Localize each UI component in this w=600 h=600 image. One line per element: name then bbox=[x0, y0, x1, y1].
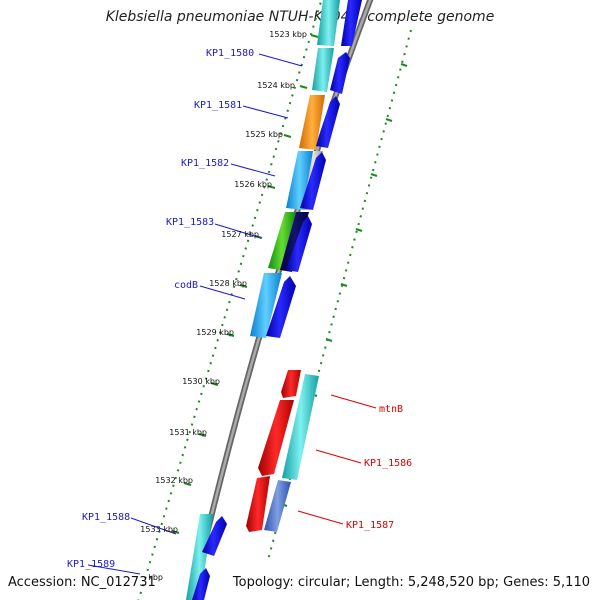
gene-ring-cyan-1 bbox=[317, 0, 340, 46]
gene-label: KP1_1582 bbox=[181, 158, 229, 169]
tick-label: kbp bbox=[148, 573, 163, 582]
gene-label: KP1_1587 bbox=[346, 520, 394, 531]
gene-label: codB bbox=[174, 280, 198, 291]
gene-blue-arrow-7 bbox=[202, 516, 227, 556]
gene-ring-lightblue-1 bbox=[286, 151, 313, 210]
tick-labels: 1523 kbp 1524 kbp 1525 kbp 1526 kbp 1527… bbox=[140, 30, 307, 582]
gene-blue-arrow-5 bbox=[286, 216, 312, 272]
gene-blue-arrow-3 bbox=[316, 96, 340, 148]
tick-label: 1526 kbp bbox=[234, 180, 272, 189]
tick-label: 1529 kbp bbox=[196, 328, 234, 337]
gene-label: KP1_1588 bbox=[82, 512, 130, 523]
gene-blue-arrow-1 bbox=[341, 0, 362, 46]
gene-red-arrow-3 bbox=[246, 476, 270, 532]
tick-label: 1524 kbp bbox=[257, 81, 295, 90]
topology-text: Topology: circular; Length: 5,248,520 bp… bbox=[232, 575, 590, 590]
gene-red-arrow-2 bbox=[258, 400, 294, 476]
forward-label-leaders bbox=[87, 53, 303, 575]
tick-label: 1523 kbp bbox=[269, 30, 307, 39]
tick-label: 1533 kbp bbox=[140, 525, 178, 534]
gene-red-arrow-1 bbox=[281, 370, 301, 398]
gene-blue-arrow-4 bbox=[300, 152, 326, 210]
gene-ring-cyan-4 bbox=[186, 514, 213, 600]
gene-ring-cyan-2 bbox=[312, 48, 334, 92]
gene-ring-green bbox=[268, 212, 296, 270]
gene-blue-arrow-6 bbox=[266, 276, 296, 338]
tick-label: 1530 kbp bbox=[182, 377, 220, 386]
gene-steel-rev bbox=[264, 480, 291, 532]
gene-ring-cyan-3 bbox=[250, 273, 282, 338]
gene-label: KP1_1589 bbox=[67, 559, 115, 570]
tick-label: 1532 kbp bbox=[155, 476, 193, 485]
forward-gene-labels: KP1_1580 KP1_1581 KP1_1582 KP1_1583 codB… bbox=[67, 48, 254, 570]
gene-ring-orange bbox=[299, 95, 325, 150]
gene-blue-arrow-2 bbox=[330, 52, 350, 94]
gene-label: KP1_1583 bbox=[166, 217, 214, 228]
inner-dotted-track bbox=[137, 0, 323, 600]
accession-text: Accession: NC_012731 bbox=[8, 575, 156, 590]
map-title: Klebsiella pneumoniae NTUH-K2044, comple… bbox=[105, 9, 495, 25]
gene-cyan-rev-1 bbox=[282, 374, 319, 480]
tick-label: 1528 kbp bbox=[209, 279, 247, 288]
gene-blue-arrow-8 bbox=[192, 568, 210, 600]
gene-label: KP1_1581 bbox=[194, 100, 242, 111]
tick-label: 1527 kbp bbox=[221, 230, 259, 239]
tick-label: 1531 kbp bbox=[169, 428, 207, 437]
gene-label: KP1_1586 bbox=[364, 458, 412, 469]
reverse-label-leaders bbox=[297, 394, 377, 525]
gene-label: KP1_1580 bbox=[206, 48, 254, 59]
reverse-gene-labels: mtnB KP1_1586 KP1_1587 bbox=[346, 404, 412, 531]
tick-label: 1525 kbp bbox=[245, 130, 283, 139]
gene-label: mtnB bbox=[379, 404, 403, 415]
